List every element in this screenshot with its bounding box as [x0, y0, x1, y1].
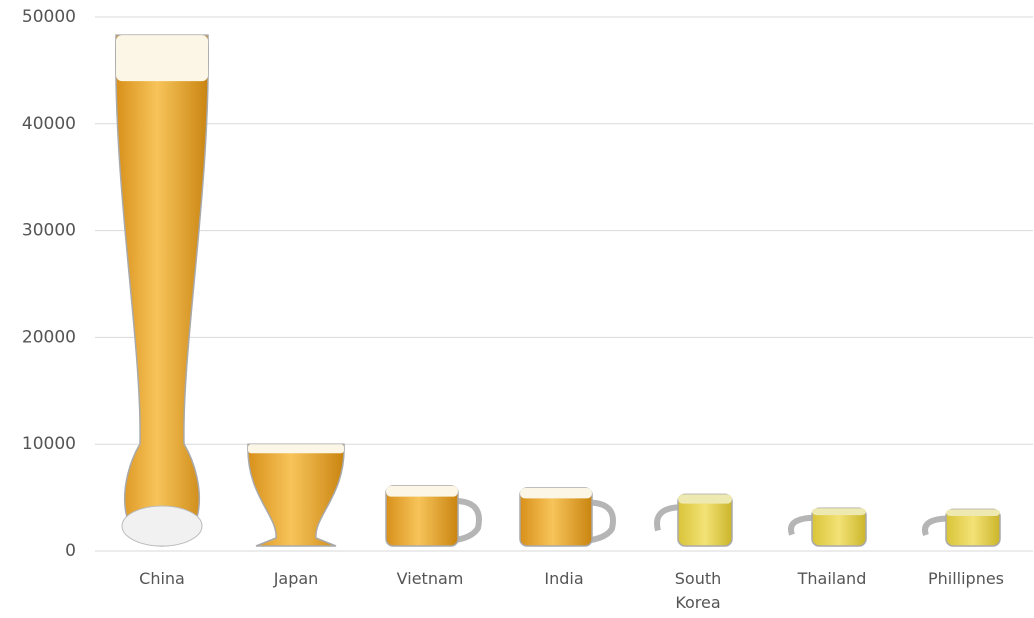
y-tick-label: 0 [65, 541, 76, 561]
bar [247, 443, 345, 547]
x-tick-label: India [544, 569, 584, 588]
glass-body [247, 443, 345, 547]
y-tick-label: 40000 [22, 114, 76, 134]
glass-base [121, 505, 203, 547]
bar [519, 487, 616, 547]
y-tick-label: 30000 [22, 221, 76, 241]
x-tick-label: South Korea [674, 569, 722, 612]
bar [788, 507, 867, 547]
foam [812, 508, 866, 516]
foam [116, 35, 208, 82]
foam [248, 444, 344, 454]
foam [678, 494, 732, 504]
foam [386, 485, 458, 497]
bar [654, 493, 733, 547]
bar [385, 485, 482, 547]
mug-handle [587, 499, 616, 544]
x-tick-label: Vietnam [396, 569, 464, 588]
x-tick-label: Phillipnes [927, 569, 1005, 588]
y-tick-label: 20000 [22, 327, 76, 347]
bar [115, 34, 209, 547]
glass-body [115, 34, 209, 547]
foam [946, 509, 1000, 516]
mug-handle [453, 497, 482, 543]
x-tick-label: Thailand [797, 569, 867, 588]
foam [520, 487, 592, 499]
bar [922, 508, 1001, 547]
x-tick-label: China [139, 569, 185, 588]
y-tick-label: 10000 [22, 434, 76, 454]
x-tick-label: Japan [273, 569, 319, 588]
y-tick-label: 50000 [22, 7, 76, 27]
